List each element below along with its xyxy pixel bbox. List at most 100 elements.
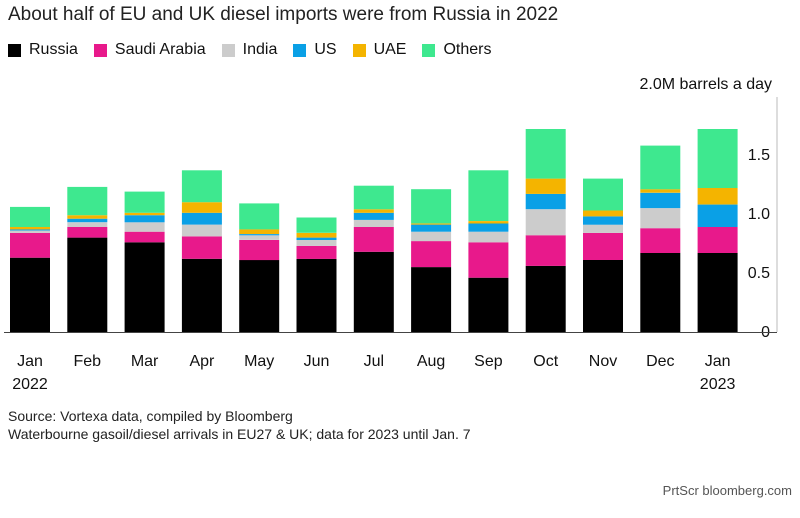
bar-segment-saudi-arabia	[181, 236, 222, 259]
bar-segment-russia	[239, 260, 280, 332]
bar-segment-uae	[353, 209, 394, 213]
bar-segment-others	[10, 206, 50, 227]
bar-segment-us	[583, 216, 623, 225]
x-tick-label: Oct	[533, 353, 558, 370]
bar-segment-russia	[525, 265, 566, 332]
legend: Russia Saudi Arabia India US UAE Others	[8, 41, 508, 59]
y-tick-label: 0.5	[748, 265, 770, 282]
bar-segment-india	[181, 224, 222, 237]
bar-segment-us	[124, 215, 165, 223]
bar-segment-india	[10, 230, 50, 233]
bar-segment-us	[181, 212, 222, 225]
bar-segment-russia	[583, 260, 623, 332]
legend-swatch	[93, 43, 107, 57]
legend-item: US	[293, 41, 337, 59]
legend-swatch	[422, 43, 436, 57]
bar-segment-uae	[181, 202, 222, 213]
chart-title: About half of EU and UK diesel imports w…	[8, 4, 559, 25]
bar-segment-russia	[353, 251, 394, 332]
bar-segment-india	[67, 222, 108, 227]
x-tick-label: Feb	[74, 353, 102, 370]
bar-segment-us	[468, 223, 509, 232]
x-tick-label: Jan	[17, 353, 43, 370]
bar-segment-uae	[10, 227, 50, 230]
bar-segment-uae	[124, 212, 165, 216]
legend-label: US	[314, 41, 337, 58]
source-note: Source: Vortexa data, compiled by Bloomb…	[8, 408, 293, 424]
bar-segment-uae	[67, 215, 108, 219]
legend-item: UAE	[352, 41, 406, 59]
bar-segment-russia	[296, 258, 337, 332]
legend-item: Saudi Arabia	[93, 41, 206, 59]
bar-segment-uae	[468, 221, 509, 224]
bar-segment-uae	[525, 178, 566, 194]
legend-swatch	[293, 43, 307, 57]
bar-segment-saudi-arabia	[124, 231, 165, 243]
bar-segment-india	[239, 235, 280, 240]
legend-item: Others	[422, 41, 492, 59]
bar-segment-saudi-arabia	[411, 241, 452, 268]
bar-segment-india	[640, 208, 681, 229]
bar-segment-uae	[583, 210, 623, 217]
bar-segment-india	[583, 224, 623, 233]
bar-segment-india	[124, 222, 165, 232]
legend-label: Saudi Arabia	[114, 41, 206, 58]
bar-segment-others	[181, 170, 222, 203]
bar-segment-saudi-arabia	[353, 227, 394, 252]
x-tick-label: Aug	[417, 353, 445, 370]
bar-segment-saudi-arabia	[239, 240, 280, 261]
bar-segment-others	[67, 186, 108, 216]
bar-segment-russia	[67, 237, 108, 332]
legend-swatch	[221, 43, 235, 57]
bar-segment-saudi-arabia	[67, 227, 108, 238]
bar-segment-saudi-arabia	[296, 245, 337, 259]
bar-segment-russia	[640, 252, 681, 332]
x-tick-label: Nov	[589, 353, 617, 370]
bar-segment-uae	[697, 188, 738, 205]
x-year-label: 2023	[700, 376, 736, 393]
bar-segment-russia	[124, 242, 165, 332]
x-year-label: 2022	[12, 376, 48, 393]
bar-segment-uae	[640, 189, 681, 193]
legend-item: India	[221, 41, 277, 59]
legend-label: Russia	[29, 41, 78, 58]
x-tick-label: Jun	[304, 353, 330, 370]
bar-segment-us	[239, 234, 280, 236]
x-tick-label: Dec	[646, 353, 674, 370]
bar-segment-others	[353, 185, 394, 210]
bar-segment-others	[640, 145, 681, 190]
x-tick-label: May	[244, 353, 274, 370]
bar-segment-others	[296, 217, 337, 233]
y-tick-label: 1.0	[748, 206, 770, 223]
bar-segment-india	[411, 231, 452, 242]
footnotes: Source: Vortexa data, compiled by Bloomb…	[8, 407, 471, 443]
bar-segment-us	[67, 218, 108, 223]
bar-segment-us	[525, 193, 566, 210]
bar-segment-saudi-arabia	[640, 228, 681, 253]
bar-segment-saudi-arabia	[10, 232, 50, 258]
x-tick-label: Jan	[705, 353, 731, 370]
y-tick-label: 1.5	[748, 147, 770, 164]
legend-swatch	[352, 43, 366, 57]
data-note: Waterbourne gasoil/diesel arrivals in EU…	[8, 426, 471, 442]
bar-segment-us	[411, 224, 452, 232]
bar-segment-others	[583, 178, 623, 211]
bar-segment-us	[296, 237, 337, 240]
bar-segment-uae	[296, 232, 337, 238]
legend-item: Russia	[8, 41, 78, 59]
bar-segment-india	[296, 240, 337, 246]
bar-segment-russia	[411, 267, 452, 332]
bar-segment-uae	[239, 229, 280, 234]
bar-segment-saudi-arabia	[583, 232, 623, 260]
bar-segment-us	[697, 204, 738, 227]
bar-segment-russia	[181, 258, 222, 332]
bar-segment-russia	[10, 257, 50, 332]
bar-segment-others	[697, 129, 738, 188]
bar-segment-us	[10, 229, 50, 231]
x-tick-label: Jul	[364, 353, 384, 370]
x-tick-label: Sep	[474, 353, 503, 370]
bar-segment-saudi-arabia	[697, 227, 738, 253]
y-axis-unit-label: 2.0M barrels a day	[639, 76, 772, 93]
x-tick-label: Mar	[131, 353, 159, 370]
stacked-bar-chart: Jan Feb Mar Apr May Jun Jul Aug Sep Oct Nov Dec Jan 2…	[4, 76, 778, 393]
